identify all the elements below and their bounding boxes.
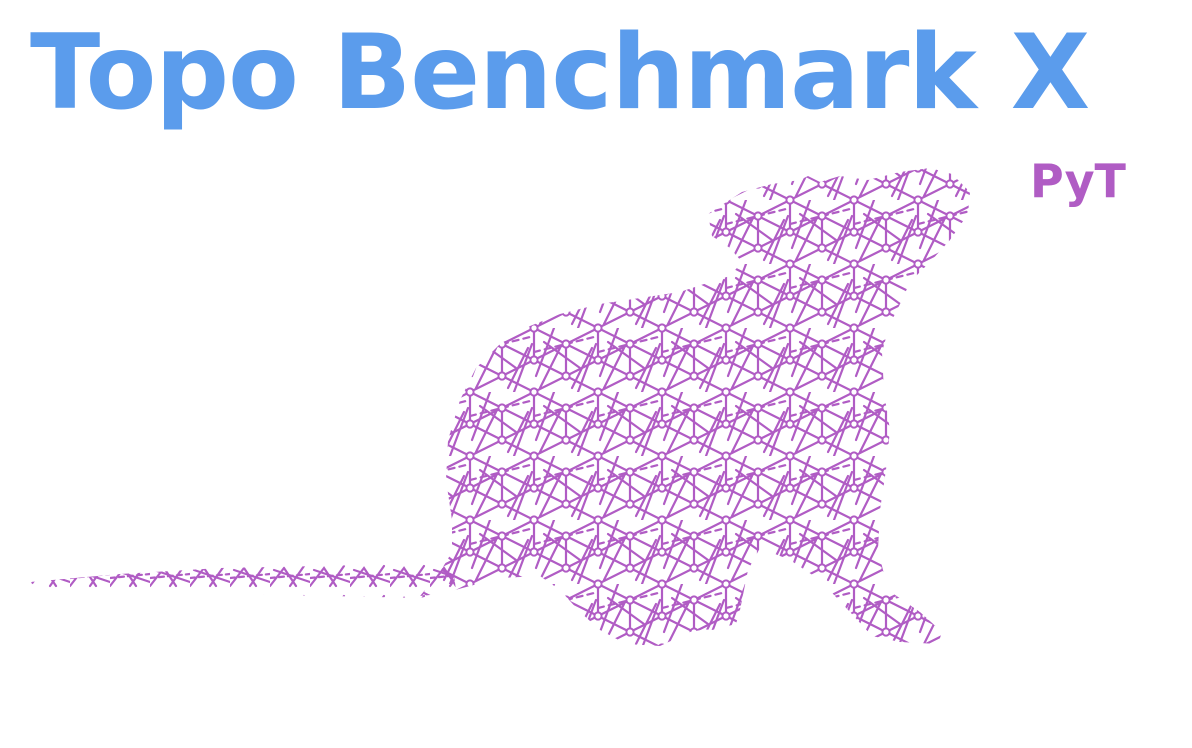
logo-title: Topo Benchmark X [30, 13, 1090, 133]
rat-body [420, 168, 970, 646]
rat-tail [30, 560, 456, 598]
logo-subtitle: PyT [1030, 154, 1126, 208]
